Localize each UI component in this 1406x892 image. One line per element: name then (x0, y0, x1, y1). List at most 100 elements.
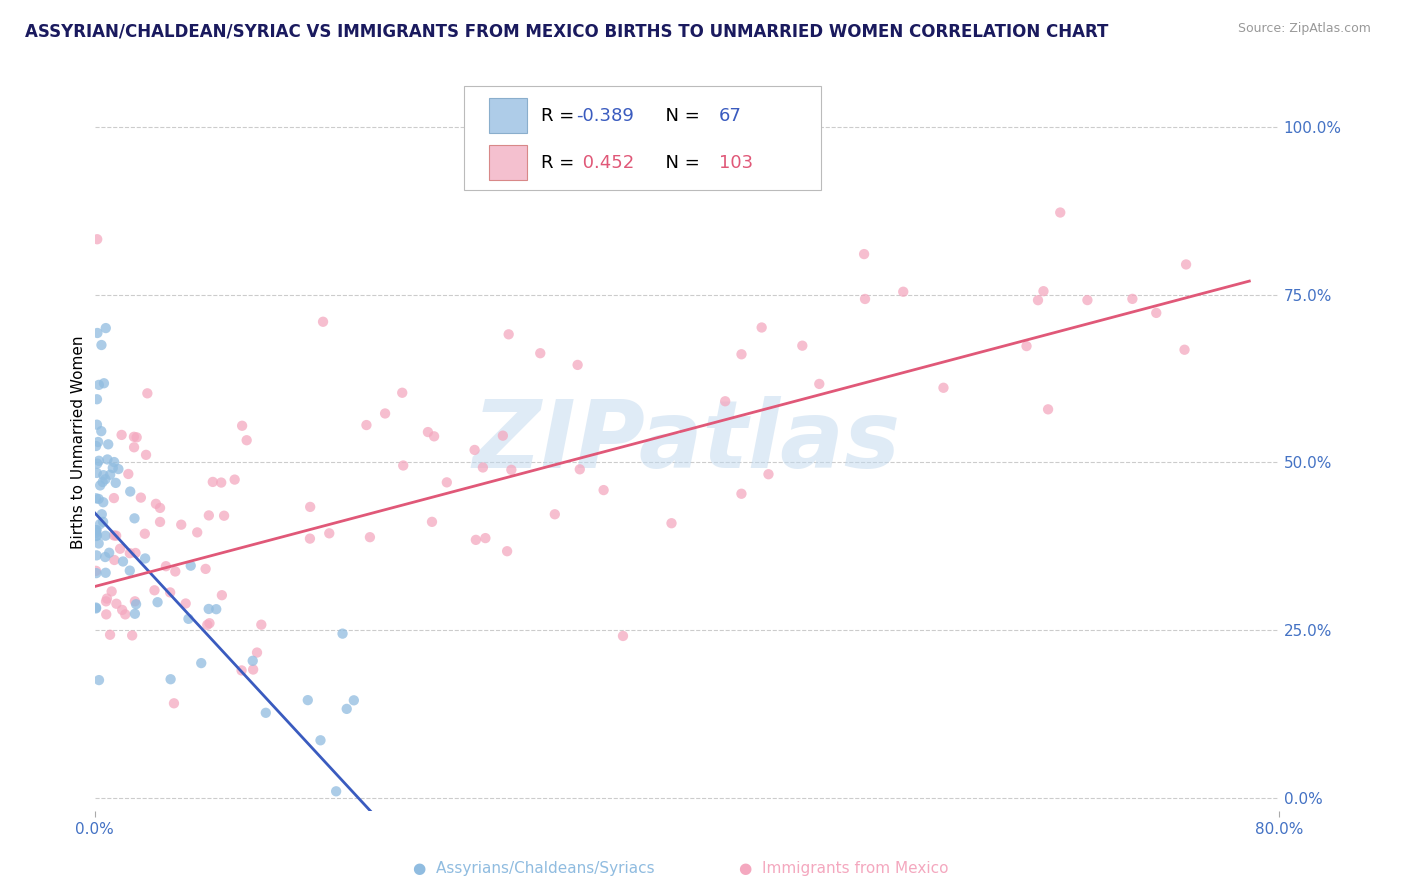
Text: R =: R = (541, 107, 581, 125)
Point (125, 430, 148, 444)
Point (145, 497, 167, 511)
Point (416, 425, 439, 439)
Point (231, 664, 253, 678)
Point (86, 549, 108, 563)
Text: 67: 67 (718, 107, 741, 125)
Point (198, 616, 221, 631)
Point (242, 654, 264, 668)
Text: 103: 103 (718, 153, 752, 171)
Point (661, 516, 683, 531)
Point (111, 554, 134, 568)
Point (165, 565, 187, 579)
Point (87, 377, 110, 392)
Point (86, 466, 108, 480)
Point (932, 381, 955, 395)
Point (231, 418, 253, 433)
Point (101, 461, 124, 475)
Point (336, 702, 359, 716)
Point (201, 475, 224, 489)
Point (100, 584, 122, 599)
Text: Source: ZipAtlas.com: Source: ZipAtlas.com (1237, 22, 1371, 36)
Point (891, 285, 914, 299)
Point (149, 500, 172, 515)
Point (359, 530, 381, 544)
Point (146, 595, 169, 609)
Point (129, 491, 152, 505)
Point (93, 376, 115, 391)
Point (86, 392, 108, 407)
Point (198, 508, 221, 523)
Text: 0.452: 0.452 (576, 153, 634, 171)
Point (592, 483, 614, 497)
Point (436, 475, 458, 490)
Point (149, 515, 172, 529)
Text: N =: N = (654, 153, 704, 171)
Point (325, 784, 347, 798)
Point (159, 585, 181, 599)
Point (90, 508, 112, 522)
Point (103, 455, 125, 469)
Point (1032, 284, 1054, 298)
Point (103, 491, 125, 505)
Bar (489, 98, 527, 134)
Point (96, 452, 118, 467)
Point (186, 525, 208, 540)
Point (567, 358, 589, 372)
Point (501, 463, 523, 477)
Point (87, 673, 110, 687)
Point (529, 346, 551, 360)
FancyBboxPatch shape (464, 86, 821, 190)
Point (1173, 343, 1195, 357)
Point (84, 601, 107, 615)
Point (96, 591, 118, 606)
Point (86, 417, 108, 432)
Point (107, 462, 129, 476)
Point (423, 429, 446, 443)
Point (105, 597, 128, 611)
Point (155, 559, 177, 574)
Text: ●  Assyrians/Chaldeans/Syriacs: ● Assyrians/Chaldeans/Syriacs (413, 861, 655, 876)
Point (120, 484, 142, 499)
Point (751, 320, 773, 334)
Point (1076, 293, 1098, 307)
Point (492, 428, 515, 442)
Point (98, 467, 121, 482)
Point (471, 460, 494, 475)
Text: ●  Immigrants from Mexico: ● Immigrants from Mexico (738, 861, 949, 876)
Point (98, 546, 121, 560)
Point (544, 508, 567, 522)
Point (86, 326, 108, 340)
Point (94, 594, 117, 608)
Point (212, 508, 235, 523)
Point (250, 617, 273, 632)
Point (163, 696, 186, 710)
Point (1036, 402, 1059, 417)
Point (94, 549, 117, 564)
Point (299, 500, 322, 514)
Point (84, 491, 107, 506)
Point (118, 546, 141, 560)
Point (714, 394, 737, 409)
Point (374, 407, 396, 421)
Point (84, 439, 107, 453)
Point (180, 558, 202, 573)
Point (124, 594, 146, 608)
Point (1175, 257, 1198, 271)
Point (1121, 292, 1143, 306)
Point (758, 467, 780, 482)
Point (792, 339, 814, 353)
Point (498, 327, 520, 342)
Text: ZIPatlas: ZIPatlas (472, 396, 901, 488)
Point (464, 442, 486, 457)
Point (195, 617, 218, 632)
Point (91, 495, 114, 509)
Point (224, 473, 246, 487)
Point (122, 440, 145, 454)
Point (124, 607, 146, 621)
Point (104, 475, 127, 490)
Point (343, 693, 366, 707)
Point (108, 541, 131, 556)
Point (98, 628, 121, 642)
Point (125, 597, 148, 611)
Point (474, 531, 496, 545)
